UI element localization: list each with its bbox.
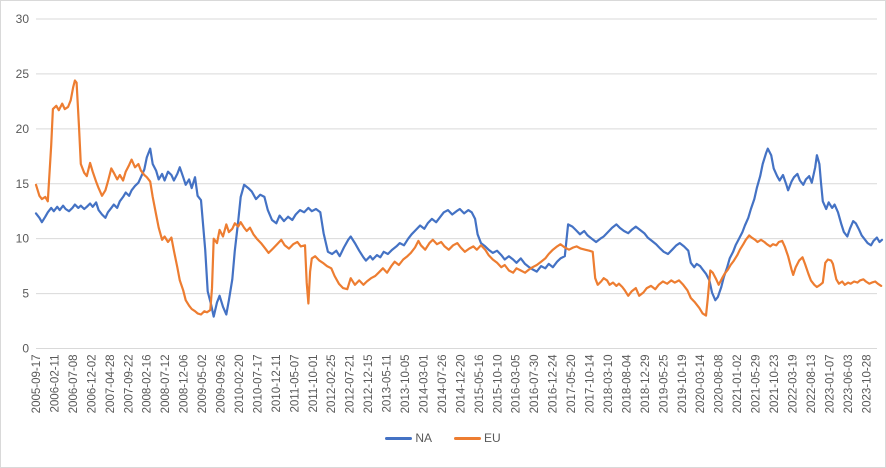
x-axis-label: 2019-10-19 [677, 355, 689, 414]
y-axis-label: 5 [22, 287, 29, 301]
x-axis-label: 2011-05-07 [289, 355, 301, 413]
y-axis-label: 25 [16, 67, 30, 81]
x-axis-label: 2008-07-12 [160, 355, 172, 414]
x-axis-label: 2012-12-15 [363, 355, 375, 414]
x-axis-label: 2009-09-26 [216, 355, 228, 414]
x-axis-label: 2014-12-20 [455, 355, 467, 414]
x-axis-label: 2010-12-11 [271, 355, 283, 413]
x-axis-label: 2016-07-30 [529, 355, 541, 414]
x-axis-label: 2019-05-25 [658, 355, 670, 414]
x-axis-label: 2017-10-14 [585, 354, 597, 413]
legend-label-na: NA [415, 431, 432, 445]
x-axis-label: 2016-12-24 [548, 354, 560, 413]
x-axis-label: 2013-10-05 [400, 355, 412, 414]
x-axis-label: 2006-07-08 [68, 355, 80, 414]
x-axis-label: 2012-02-25 [326, 355, 338, 414]
x-axis-label: 2008-02-16 [142, 355, 154, 414]
x-axis-label: 2006-02-11 [49, 355, 61, 413]
x-axis-label: 2023-10-28 [861, 355, 873, 414]
x-axis-label: 2014-07-26 [437, 355, 449, 414]
legend-item-na: NA [385, 432, 432, 444]
chart-legend: NA EU [1, 432, 885, 444]
y-axis-label: 0 [22, 342, 29, 356]
x-axis-label: 2015-05-16 [474, 355, 486, 414]
x-axis-label: 2007-09-22 [123, 355, 135, 414]
x-axis-label: 2022-03-19 [787, 355, 799, 414]
x-axis-label: 2023-06-03 [843, 355, 855, 414]
legend-label-eu: EU [484, 431, 501, 445]
x-axis-label: 2022-08-13 [806, 355, 818, 414]
x-axis-label: 2023-01-07 [824, 355, 836, 414]
y-axis-label: 10 [16, 232, 30, 246]
x-axis-label: 2018-12-29 [640, 355, 652, 414]
x-axis-label: 2016-03-05 [511, 355, 523, 414]
y-axis-label: 15 [16, 177, 30, 191]
x-axis-label: 2020-03-14 [695, 354, 707, 413]
x-axis-label: 2017-05-20 [566, 355, 578, 414]
x-axis-label: 2010-07-17 [252, 355, 264, 414]
x-axis-label: 2018-08-04 [621, 354, 633, 413]
x-axis-label: 2015-10-10 [492, 355, 504, 414]
series-line-eu [34, 79, 883, 317]
series-line-na [34, 147, 884, 318]
x-axis-label: 2020-08-08 [714, 355, 726, 414]
x-axis-label: 2010-02-20 [234, 355, 246, 414]
x-axis-label: 2005-09-17 [31, 355, 43, 414]
x-axis-label: 2018-03-10 [603, 355, 615, 414]
x-axis-label: 2021-01-02 [732, 355, 744, 414]
x-axis-label: 2012-07-21 [345, 355, 357, 414]
legend-swatch-na [385, 436, 413, 440]
x-axis-label: 2009-05-02 [197, 355, 209, 414]
x-axis-label: 2008-12-06 [179, 355, 191, 414]
x-axis-label: 2006-12-02 [86, 355, 98, 414]
legend-item-eu: EU [454, 432, 501, 444]
legend-swatch-eu [454, 436, 481, 440]
x-axis-label: 2014-03-01 [418, 355, 430, 414]
x-axis-label: 2007-04-28 [105, 355, 117, 414]
x-axis-label: 2021-10-23 [769, 355, 781, 414]
x-axis-label: 2011-10-01 [308, 355, 320, 413]
x-axis-label: 2013-05-11 [382, 355, 394, 413]
y-axis-label: 30 [16, 12, 30, 26]
y-axis-label: 20 [16, 122, 30, 136]
x-axis-label: 2021-05-29 [751, 355, 763, 414]
